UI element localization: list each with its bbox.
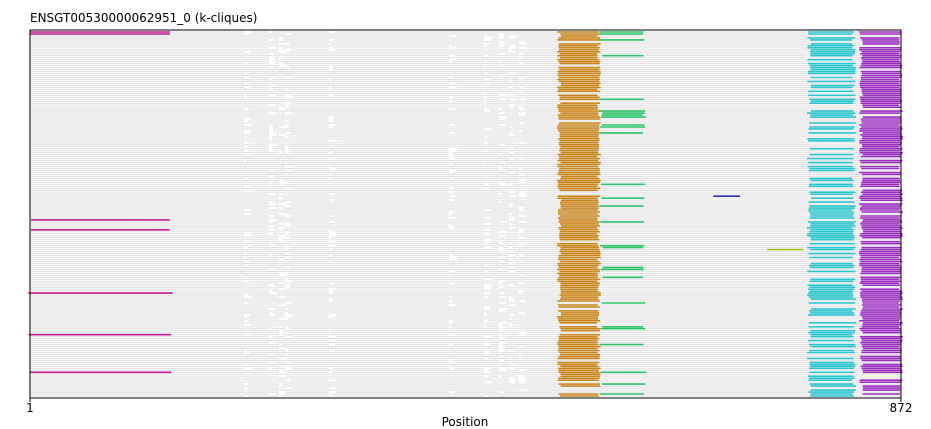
x-axis-label: Position — [442, 415, 489, 429]
plot-area — [28, 31, 903, 397]
x-tick-label-end: 872 — [890, 401, 913, 415]
chart-title: ENSGT00530000062951_0 (k-cliques) — [30, 11, 257, 25]
x-tick-label-start: 1 — [26, 401, 34, 415]
plot-frame — [29, 29, 902, 399]
